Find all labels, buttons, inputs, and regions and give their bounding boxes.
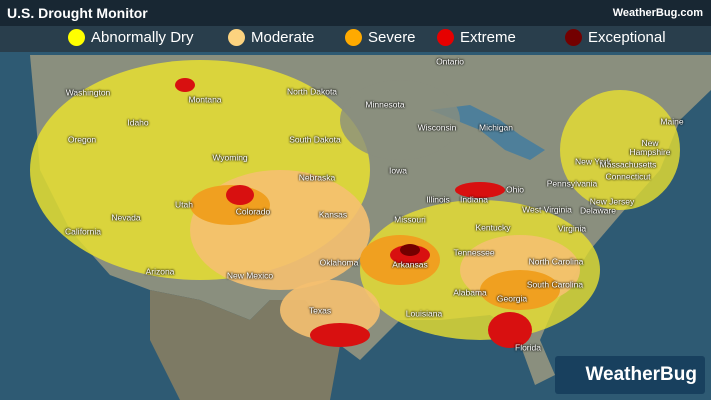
no-drought [340, 80, 460, 160]
legend: Abnormally Dry Moderate Severe Extreme Excep… [0, 26, 711, 52]
legend-swatch [228, 29, 245, 46]
legend-label: Moderate [251, 29, 315, 46]
header-bar: U.S. Drought Monitor WeatherBug.com [0, 0, 711, 26]
state-label: New Jersey [589, 196, 635, 207]
state-label: New Mexico [226, 270, 274, 281]
state-label: Kentucky [475, 222, 511, 233]
drought-dry [560, 90, 680, 210]
state-label: West Virginia [522, 204, 572, 215]
state-label: Maine [660, 116, 684, 127]
state-label: Indiana [460, 194, 488, 205]
legend-label: Abnormally Dry [91, 29, 194, 46]
state-label: Oklahoma [319, 257, 359, 268]
state-label: Alabama [453, 287, 487, 298]
state-label: Nevada [111, 212, 141, 223]
state-label: Connecticut [605, 171, 651, 182]
state-label: Pennsylvania [546, 178, 598, 189]
state-label: Kansas [318, 209, 348, 220]
state-label: Wyoming [212, 152, 248, 163]
drought-extreme [310, 323, 370, 347]
legend-item: Moderate [228, 29, 314, 46]
legend-swatch [437, 29, 454, 46]
state-label: Arizona [145, 266, 175, 277]
state-label: Virginia [557, 223, 587, 234]
state-label: Florida [515, 342, 541, 353]
legend-item: Extreme [437, 29, 516, 46]
state-label: New Hampshire [629, 138, 671, 157]
state-label: Arkansas [392, 259, 428, 270]
legend-item: Exceptional [565, 29, 666, 46]
logo: WeatherBug [555, 356, 705, 394]
title: U.S. Drought Monitor [7, 5, 148, 21]
drought-severe [480, 270, 560, 310]
drought-extreme [455, 182, 505, 198]
state-label: Oregon [67, 134, 97, 145]
state-label: Missouri [394, 214, 426, 225]
state-label: Iowa [389, 165, 407, 176]
state-label: Idaho [127, 117, 149, 128]
drought-extreme [488, 312, 532, 348]
state-label: Washington [65, 87, 111, 98]
legend-label: Extreme [460, 29, 516, 46]
state-label: Georgia [496, 293, 528, 304]
legend-label: Exceptional [588, 29, 666, 46]
state-label: Nebraska [298, 172, 336, 183]
brand: WeatherBug.com [612, 7, 703, 19]
state-label: North Dakota [286, 86, 338, 97]
state-label: South Dakota [289, 134, 341, 145]
state-label: Montana [188, 94, 222, 105]
state-label: Colorado [235, 206, 271, 217]
state-label: California [65, 226, 101, 237]
state-label: North Carolina [528, 256, 584, 267]
legend-swatch [68, 29, 85, 46]
state-label: Michigan [478, 122, 514, 133]
state-label: Delaware [580, 205, 616, 216]
state-label: Ontario [436, 56, 464, 67]
state-label: Ohio [506, 184, 524, 195]
state-label: New York [575, 156, 611, 167]
drought-extreme [226, 185, 254, 205]
legend-label: Severe [368, 29, 416, 46]
legend-item: Severe [345, 29, 416, 46]
drought-exceptional [400, 244, 420, 256]
state-label: Utah [175, 199, 193, 210]
legend-swatch [565, 29, 582, 46]
drought-extreme [175, 78, 195, 92]
state-label: Minnesota [365, 99, 405, 110]
state-label: Wisconsin [417, 122, 457, 133]
state-label: Illinois [426, 194, 450, 205]
state-label: South Carolina [526, 279, 584, 290]
state-label: Texas [308, 305, 332, 316]
legend-swatch [345, 29, 362, 46]
state-label: Massachusetts [599, 159, 657, 170]
state-label: Tennessee [453, 247, 495, 258]
state-label: Louisiana [405, 308, 443, 319]
legend-item: Abnormally Dry [68, 29, 194, 46]
